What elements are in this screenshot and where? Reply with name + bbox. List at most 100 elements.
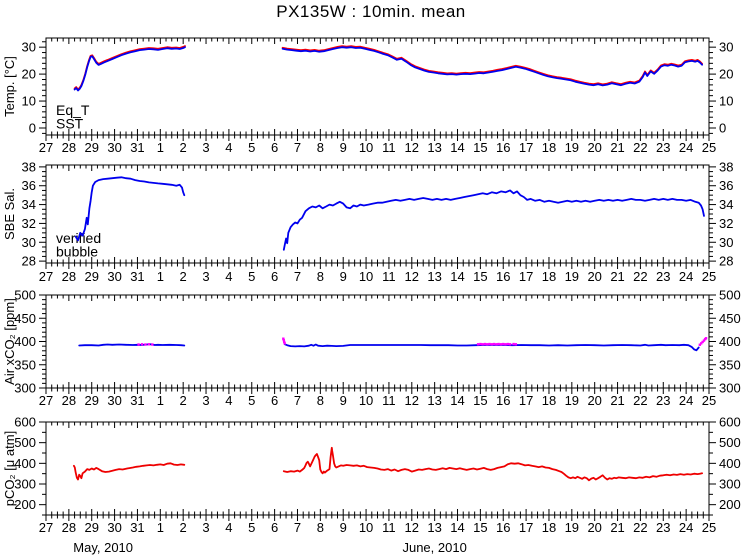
day-tick-label: 13	[427, 269, 441, 284]
day-tick-label: 12	[405, 393, 419, 408]
y-tick-label: 32	[22, 216, 36, 231]
day-tick-label: 14	[450, 393, 464, 408]
day-tick-label: 15	[473, 140, 487, 155]
series-point-bubble	[481, 343, 484, 346]
day-tick-label: 20	[587, 140, 601, 155]
day-tick-label: 6	[271, 140, 278, 155]
series-point-bubble	[490, 343, 494, 346]
day-tick-label: 22	[633, 393, 647, 408]
day-tick-label: 1	[157, 269, 164, 284]
day-tick-label: 31	[130, 140, 144, 155]
y-tick-label: 300	[14, 477, 36, 492]
y-tick-label: 400	[719, 334, 741, 349]
series-point-bubble	[283, 340, 286, 344]
day-tick-label: 27	[39, 269, 53, 284]
series-line-verified	[74, 176, 186, 242]
day-tick-label: 14	[450, 140, 464, 155]
series-line-verified	[282, 189, 705, 251]
day-tick-label: 6	[271, 269, 278, 284]
day-tick-label: 4	[225, 393, 232, 408]
day-tick-label: 6	[271, 393, 278, 408]
y-tick-label: 38	[719, 159, 733, 174]
y-tick-label: 300	[719, 477, 741, 492]
day-tick-label: 12	[405, 140, 419, 155]
day-tick-label: 21	[610, 140, 624, 155]
day-tick-label: 11	[382, 520, 396, 535]
series-point-bubble	[508, 343, 512, 346]
day-tick-label: 27	[39, 520, 53, 535]
y-tick-label: 30	[22, 40, 36, 55]
y-tick-label: 10	[719, 94, 733, 109]
day-tick-label: 10	[359, 520, 373, 535]
series-point-bubble	[512, 342, 515, 346]
series-point-bubble	[140, 343, 144, 346]
series-point-bubble	[504, 343, 507, 346]
day-tick-label: 10	[359, 393, 373, 408]
series-line-Eq_T	[281, 45, 703, 86]
day-tick-label: 31	[130, 269, 144, 284]
day-tick-label: 5	[248, 520, 255, 535]
day-tick-label: 20	[587, 393, 601, 408]
day-tick-label: 4	[225, 520, 232, 535]
y-tick-label: 38	[22, 159, 36, 174]
y-tick-label: 34	[22, 197, 36, 212]
series-point-bubble	[486, 343, 489, 346]
y-tick-label: 200	[719, 497, 741, 512]
series-point-bubble	[282, 338, 285, 342]
day-tick-label: 29	[84, 269, 98, 284]
y-tick-label: 20	[22, 67, 36, 82]
series-point-bubble	[483, 342, 487, 346]
day-tick-label: 18	[542, 393, 556, 408]
y-tick-label: 34	[719, 197, 733, 212]
y-tick-label: 28	[22, 254, 36, 269]
day-tick-label: 18	[542, 140, 556, 155]
legend-eq-t: Eq_T	[56, 102, 90, 118]
day-tick-label: 24	[679, 520, 693, 535]
series-point-bubble	[144, 343, 147, 346]
day-tick-label: 18	[542, 269, 556, 284]
day-tick-label: 24	[679, 393, 693, 408]
y-tick-label: 500	[14, 435, 36, 450]
series-point-bubble	[502, 342, 505, 346]
day-tick-label: 15	[473, 520, 487, 535]
day-tick-label: 11	[382, 269, 396, 284]
day-tick-label: 23	[656, 269, 670, 284]
y-tick-label: 36	[719, 178, 733, 193]
y-axis-title: Temp. [°C]	[2, 56, 17, 117]
day-tick-label: 1	[157, 140, 164, 155]
day-tick-label: 11	[382, 393, 396, 408]
day-tick-label: 31	[130, 393, 144, 408]
y-axis-title: pCO₂ [μ atm]	[2, 431, 17, 506]
y-tick-label: 30	[719, 40, 733, 55]
y-tick-label: 600	[14, 415, 36, 430]
day-tick-label: 22	[633, 520, 647, 535]
day-tick-label: 10	[359, 140, 373, 155]
day-tick-label: 17	[519, 140, 533, 155]
y-axis-title: SBE Sal.	[2, 188, 17, 240]
day-tick-label: 28	[62, 393, 76, 408]
day-tick-label: 1	[157, 520, 164, 535]
day-tick-label: 7	[294, 140, 301, 155]
day-tick-label: 7	[294, 520, 301, 535]
month-label: May, 2010	[73, 540, 133, 555]
day-tick-label: 8	[317, 140, 324, 155]
series-line-pCO2	[282, 446, 703, 482]
day-tick-label: 13	[427, 393, 441, 408]
y-tick-label: 500	[719, 435, 741, 450]
day-tick-label: 27	[39, 140, 53, 155]
y-tick-label: 36	[22, 178, 36, 193]
day-tick-label: 22	[633, 140, 647, 155]
day-tick-label: 25	[702, 269, 716, 284]
series-point-bubble	[506, 342, 510, 346]
day-tick-label: 23	[656, 520, 670, 535]
day-tick-label: 7	[294, 393, 301, 408]
day-tick-label: 19	[565, 269, 579, 284]
day-tick-label: 29	[84, 140, 98, 155]
day-tick-label: 21	[610, 393, 624, 408]
y-tick-label: 400	[14, 456, 36, 471]
panel-frame-salinity	[45, 164, 710, 264]
series-point-bubble	[147, 343, 151, 346]
series-point-bubble	[700, 342, 703, 345]
series-point-bubble	[479, 342, 482, 346]
day-tick-label: 21	[610, 520, 624, 535]
